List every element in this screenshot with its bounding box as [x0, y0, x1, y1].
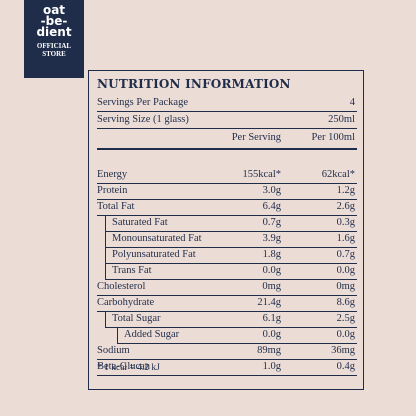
row-label: Saturated Fat: [112, 217, 168, 228]
per-100ml: 2.6g: [336, 201, 355, 212]
row-label: Added Sugar: [124, 329, 180, 340]
table-row: Serving Size (1 glass) 250ml: [97, 112, 357, 129]
table-row: Added Sugar 0.0g 0.0g: [117, 327, 357, 344]
row-label: Total Sugar: [112, 313, 161, 324]
table-row: Saturated Fat 0.7g 0.3g: [105, 215, 357, 232]
row-label: Trans Fat: [112, 265, 152, 276]
per-100ml: 36mg: [331, 345, 355, 356]
per-serving: 0.0g: [262, 265, 281, 276]
table-row: Servings Per Package 4: [97, 95, 357, 112]
row-label: Energy: [97, 169, 128, 180]
row-label: Protein: [97, 185, 128, 196]
logo-text: -be-: [40, 14, 68, 28]
logo: oat -be- dient OFFICIAL STORE: [24, 0, 84, 78]
per-100ml: 0.7g: [336, 249, 355, 260]
footnote: * 1 kcal = 4.2 kJ: [97, 363, 160, 373]
logo-store: OFFICIAL: [36, 42, 72, 50]
per-100ml: 1.6g: [336, 233, 355, 244]
table-row: Monounsaturated Fat 3.9g 1.6g: [105, 231, 357, 248]
per-serving: 0.7g: [262, 217, 281, 228]
table-row: Trans Fat 0.0g 0.0g: [105, 263, 357, 280]
row-value: 250ml: [328, 114, 355, 125]
per-100ml: 8.6g: [336, 297, 355, 308]
table-row: Total Sugar 6.1g 2.5g: [105, 311, 357, 328]
logo-store: STORE: [42, 50, 66, 58]
table-row: Beta-Glucan 1.0g 0.4g: [97, 359, 357, 376]
row-label: Sodium: [97, 345, 130, 356]
table-row: Protein 3.0g 1.2g: [97, 183, 357, 200]
nutrition-panel: NUTRITION INFORMATION * 1 kcal = 4.2 kJ …: [88, 70, 364, 390]
per-100ml: 0.0g: [336, 329, 355, 340]
per-100ml: 1.2g: [336, 185, 355, 196]
row-label: Beta-Glucan: [97, 361, 151, 372]
per-serving: 1.8g: [262, 249, 281, 260]
per-serving: 21.4g: [257, 297, 281, 308]
per-serving: 6.4g: [262, 201, 281, 212]
column-header: Per Serving: [231, 132, 281, 143]
per-serving: 6.1g: [262, 313, 281, 324]
row-label: Servings Per Package: [97, 97, 188, 108]
row-label: Total Fat: [97, 201, 135, 212]
logo-text: oat: [42, 3, 66, 17]
column-header: Per 100ml: [311, 132, 355, 143]
per-100ml: 62kcal*: [321, 169, 355, 180]
row-label: Polyunsaturated Fat: [112, 249, 196, 260]
per-serving: 3.9g: [262, 233, 281, 244]
logo-text: dient: [36, 25, 72, 39]
table-row: Total Fat 6.4g 2.6g: [97, 199, 357, 216]
table-row: Polyunsaturated Fat 1.8g 0.7g: [105, 247, 357, 264]
per-serving: 89mg: [257, 345, 281, 356]
row-label: Serving Size (1 glass): [97, 114, 189, 125]
per-serving: 155kcal*: [242, 169, 282, 180]
row-label: Carbohydrate: [97, 297, 155, 308]
per-serving: 3.0g: [262, 185, 281, 196]
per-100ml: 0.0g: [336, 265, 355, 276]
table-row: Sodium 89mg 36mg: [97, 343, 357, 360]
per-serving: 1.0g: [262, 361, 281, 372]
per-100ml: 0.4g: [336, 361, 355, 372]
per-100ml: 2.5g: [336, 313, 355, 324]
row-value: 4: [349, 97, 355, 108]
table-row: Energy 155kcal* 62kcal*: [97, 167, 357, 184]
row-label: Cholesterol: [97, 281, 146, 292]
table-row: Cholesterol 0mg 0mg: [97, 279, 357, 296]
table-row: Carbohydrate 21.4g 8.6g: [97, 295, 357, 312]
per-serving: 0.0g: [262, 329, 281, 340]
row-label: Monounsaturated Fat: [112, 233, 202, 244]
per-100ml: 0.3g: [336, 217, 355, 228]
per-serving: 0mg: [262, 281, 281, 292]
table-row: Per Serving Per 100ml: [97, 130, 357, 150]
panel-title: NUTRITION INFORMATION: [97, 77, 291, 91]
per-100ml: 0mg: [336, 281, 355, 292]
